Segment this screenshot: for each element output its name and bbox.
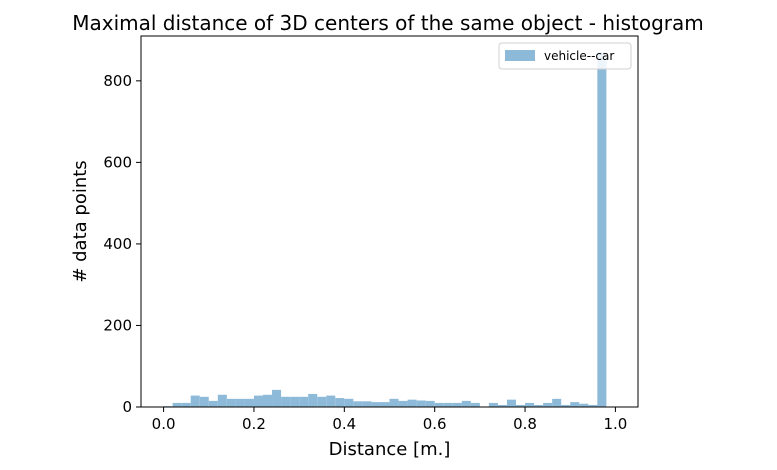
- x-tick-label: 0.8: [513, 415, 537, 433]
- histogram-bar: [217, 394, 227, 407]
- histogram-bar: [253, 395, 263, 407]
- histogram-bar: [235, 398, 245, 407]
- histogram-bar: [597, 52, 607, 408]
- histogram-bar: [244, 398, 254, 407]
- histogram-bar: [525, 402, 535, 407]
- histogram-bar: [199, 396, 209, 407]
- y-tick-label: 800: [103, 72, 132, 90]
- plot-frame: [140, 35, 639, 408]
- histogram-bar: [208, 400, 218, 407]
- histogram-bar: [561, 404, 571, 407]
- histogram-bar: [344, 398, 354, 407]
- y-tick-label: 0: [122, 398, 132, 416]
- histogram-bar: [353, 401, 363, 407]
- histogram-bar: [272, 389, 282, 407]
- histogram-bar: [470, 402, 480, 407]
- histogram-bar: [416, 400, 426, 407]
- legend: vehicle--car: [498, 42, 632, 70]
- y-tick-label: 200: [103, 316, 132, 334]
- histogram-bar: [326, 395, 336, 407]
- histogram-bar: [497, 404, 507, 407]
- histogram-bar: [190, 395, 200, 407]
- histogram-bar: [543, 402, 553, 407]
- histogram-bar: [461, 400, 471, 407]
- histogram-bar: [281, 396, 291, 407]
- y-axis-label: # data points: [70, 160, 91, 282]
- x-tick-label: 0.2: [242, 415, 266, 433]
- histogram-bar: [407, 399, 417, 407]
- histogram-bar: [389, 398, 399, 407]
- histogram-bar: [308, 393, 318, 407]
- histogram-bar: [371, 402, 381, 407]
- x-tick-label: 0.4: [332, 415, 356, 433]
- histogram-bar: [452, 402, 462, 407]
- histogram-bar: [290, 396, 300, 407]
- histogram-bar: [181, 402, 191, 407]
- histogram-bars: [163, 52, 607, 408]
- histogram-bar: [434, 402, 444, 407]
- legend-swatch: [505, 50, 535, 61]
- histogram-bar: [516, 404, 526, 407]
- y-tick-label: 600: [103, 153, 132, 171]
- histogram-bar: [299, 396, 309, 407]
- histogram-bar: [380, 402, 390, 407]
- y-tick-label: 400: [103, 235, 132, 253]
- legend-box: [498, 42, 632, 70]
- histogram-bar: [534, 404, 544, 407]
- x-tick-label: 0.6: [423, 415, 447, 433]
- histogram-bar: [443, 402, 453, 407]
- histogram-bar: [335, 398, 345, 407]
- histogram-bar: [506, 399, 517, 407]
- x-axis-ticks: 0.0 0.2 0.4 0.6 0.8 1.0: [152, 407, 627, 433]
- chart-title: Maximal distance of 3D centers of the sa…: [72, 11, 703, 35]
- histogram-bar: [172, 402, 182, 407]
- histogram-bar: [425, 400, 435, 407]
- x-tick-label: 0.0: [152, 415, 176, 433]
- x-tick-label: 1.0: [603, 415, 627, 433]
- legend-label-vehicle-car: vehicle--car: [544, 49, 614, 63]
- histogram-bar: [398, 400, 408, 407]
- histogram-bar: [362, 401, 372, 407]
- histogram-bar: [317, 396, 327, 407]
- histogram-bar: [579, 403, 589, 407]
- histogram-bar: [262, 394, 273, 407]
- histogram-bar: [226, 398, 236, 407]
- y-axis-ticks: 0 200 400 600 800: [103, 72, 141, 416]
- histogram-bar: [488, 402, 498, 407]
- x-axis-label: Distance [m.]: [329, 439, 451, 460]
- histogram-bar: [588, 404, 598, 407]
- histogram-bar: [570, 402, 580, 407]
- histogram-bar: [552, 398, 562, 407]
